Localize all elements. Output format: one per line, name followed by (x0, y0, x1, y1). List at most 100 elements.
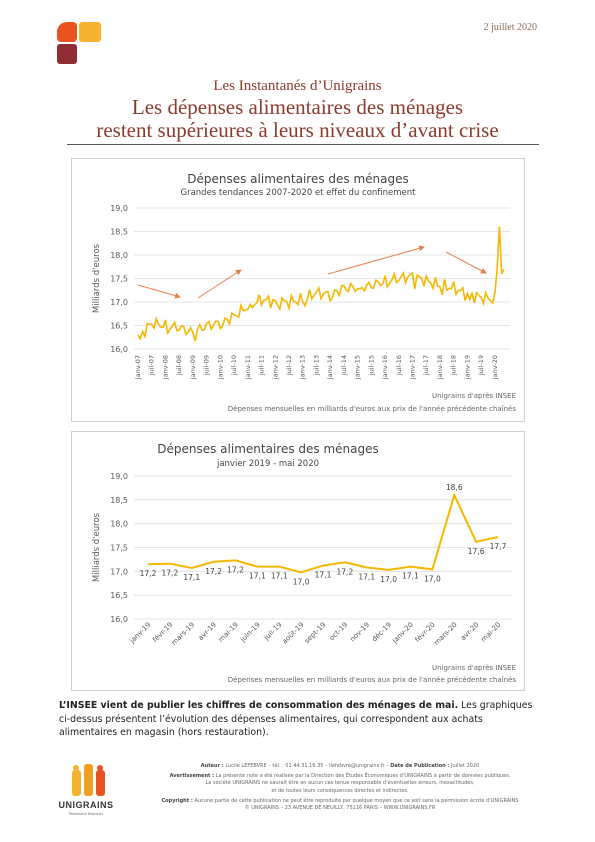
chart1-xtick-label: janv-08 (161, 355, 169, 380)
chart2-data-label: 17,1 (183, 573, 200, 582)
title-divider (67, 144, 539, 145)
chart-long-term: Dépenses alimentaires des ménages Grande… (71, 158, 525, 422)
chart2-data-label: 17,0 (293, 577, 310, 586)
footer-line3: La société UNIGRAINS ne saurait être en … (205, 780, 475, 787)
chart2-ytick-label: 18,0 (110, 520, 128, 529)
chart-recent: Dépenses alimentaires des ménages janvie… (71, 431, 525, 691)
chart1-xtick-label: janv-12 (271, 355, 279, 380)
chart1-ytick-label: 16,0 (110, 345, 128, 354)
chart2-xtick-label: avr-20 (459, 621, 480, 642)
corner-logo (57, 22, 101, 66)
chart2-series-line (147, 492, 499, 574)
footer-pubdate-label: Date de Publication : (390, 763, 450, 769)
chart2-data-label: 17,2 (337, 567, 354, 576)
wheat-icon (72, 764, 105, 796)
chart2-subtitle: janvier 2019 - mai 2020 (216, 459, 320, 469)
chart2-xtick-label: oct-19 (328, 621, 349, 642)
chart1-trend-arrow (327, 245, 425, 275)
footer-warning-label: Avertissement : (169, 773, 215, 780)
chart2-xtick-label: janv-20 (390, 621, 415, 646)
chart1-xtick-label: janv-13 (299, 355, 307, 380)
chart1-xtick-label: janv-11 (244, 355, 252, 380)
chart1-xtick-label: juil-11 (258, 355, 266, 376)
unigrains-logo: UNIGRAINS Partenaire financier (56, 760, 116, 822)
chart2-data-label: 17,2 (205, 567, 222, 576)
footer-warning: La présente note a été réalisée par la D… (214, 773, 511, 780)
chart1-ytick-label: 16,5 (110, 322, 128, 331)
chart2-ylabel: Milliards d'euros (92, 512, 102, 582)
logo-wordmark: UNIGRAINS (58, 800, 114, 810)
chart1-trend-arrow (197, 269, 242, 299)
chart1-xtick-label: juil-18 (450, 355, 458, 376)
chart2-data-label: 17,1 (315, 571, 332, 580)
chart2-ytick-label: 16,0 (110, 615, 128, 624)
chart2-xtick-label: nov-19 (348, 621, 371, 644)
chart2-ytick-label: 17,5 (110, 544, 128, 553)
chart1-xtick-label: juil-13 (312, 355, 320, 376)
chart2-ytick-label: 17,0 (110, 567, 128, 576)
chart2-data-label: 17,0 (424, 574, 441, 583)
title-line-2: restent supérieures à leurs niveaux d’av… (96, 118, 499, 142)
chart2-xtick-label: avr-19 (197, 621, 218, 642)
chart2-data-label: 17,2 (140, 569, 157, 578)
chart2-data-label: 18,6 (446, 483, 463, 492)
chart1-xtick-label: janv-15 (354, 355, 362, 380)
chart1-xtick-label: juil-07 (148, 355, 156, 376)
chart1-xtick-label: janv-16 (381, 355, 389, 380)
chart1-xtick-label: janv-09 (189, 355, 197, 380)
chart2-title: Dépenses alimentaires des ménages (157, 442, 379, 456)
footer-copyright: Aucune partie de cette publication ne pe… (192, 797, 519, 804)
chart1-ytick-label: 17,0 (110, 298, 128, 307)
chart1-xtick-label: juil-14 (340, 355, 348, 376)
logo-square-orange (57, 22, 77, 42)
chart2-data-label: 17,1 (249, 572, 266, 581)
chart1-ytick-label: 17,5 (110, 275, 128, 284)
chart2-data-label: 17,2 (162, 569, 179, 578)
chart1-xtick-label: juil-10 (230, 355, 238, 376)
logo-square-yellow (79, 22, 101, 42)
footer-author-label: Auteur : (200, 763, 224, 769)
chart1-series-line (137, 226, 505, 342)
chart1-trend-arrow (445, 251, 487, 274)
chart1-xtick-label: juil-16 (395, 355, 403, 376)
chart1-ytick-label: 19,0 (110, 204, 128, 213)
chart1-trend-arrow (137, 284, 181, 299)
chart2-data-label: 17,1 (271, 572, 288, 581)
chart2-data-label: 17,7 (490, 542, 507, 551)
logo-square-red (57, 44, 77, 64)
chart2-data-label: 17,1 (358, 573, 375, 582)
intro-paragraph: L’INSEE vient de publier les chiffres de… (59, 699, 539, 740)
chart2-xtick-label: mai-20 (479, 621, 502, 644)
chart2-xtick-label: juin-19 (238, 621, 261, 644)
footer-author: Lucile LEFEBVRE – tél. : 01.44.31.16.35 … (223, 763, 391, 769)
chart2-xtick-label: sept-19 (303, 621, 327, 645)
chart1-ytick-label: 18,0 (110, 251, 128, 260)
publication-date: 2 juillet 2020 (483, 22, 537, 33)
chart2-ytick-label: 18,5 (110, 496, 128, 505)
chart1-xtick-label: juil-17 (422, 355, 430, 376)
chart1-source: Unigrains d'après INSEE (432, 392, 516, 400)
chart1-xtick-label: juil-08 (175, 355, 183, 376)
chart2-xtick-label: déc-19 (370, 621, 393, 644)
chart1-ytick-label: 18,5 (110, 228, 128, 237)
chart2-xtick-label: août-19 (281, 621, 306, 646)
chart2-data-label: 17,6 (468, 547, 485, 556)
chart1-title: Dépenses alimentaires des ménages (187, 172, 409, 186)
chart1-xtick-label: janv-19 (463, 355, 471, 380)
title-line-1: Les dépenses alimentaires des ménages (131, 95, 464, 119)
chart2-xtick-label: mars-19 (170, 621, 196, 647)
footer-copyright-label: Copyright : (161, 797, 193, 804)
chart2-xtick-label: mars-20 (432, 621, 458, 647)
chart1-xtick-label: janv-07 (134, 355, 142, 380)
chart1-xtick-label: juil-19 (477, 355, 485, 376)
intro-rest: Les graphiques ci-dessus présentent l’év… (59, 700, 533, 738)
chart1-xtick-label: juil-12 (285, 355, 293, 376)
chart2-data-label: 17,1 (402, 572, 419, 581)
footer-address: © UNIGRAINS – 23 AVENUE DE NEUILLY, 7511… (244, 805, 436, 812)
chart1-xtick-label: juil-09 (203, 355, 211, 376)
chart2-xtick-label: janv-19 (128, 621, 153, 646)
chart2-data-label: 17,2 (227, 565, 244, 574)
chart1-xtick-label: janv-10 (216, 355, 224, 380)
chart2-ytick-label: 19,0 (110, 472, 128, 481)
chart2-plot: 16,0 16,5 17,0 17,5 18,0 18,5 19,0 Milliards d'… (92, 472, 512, 647)
